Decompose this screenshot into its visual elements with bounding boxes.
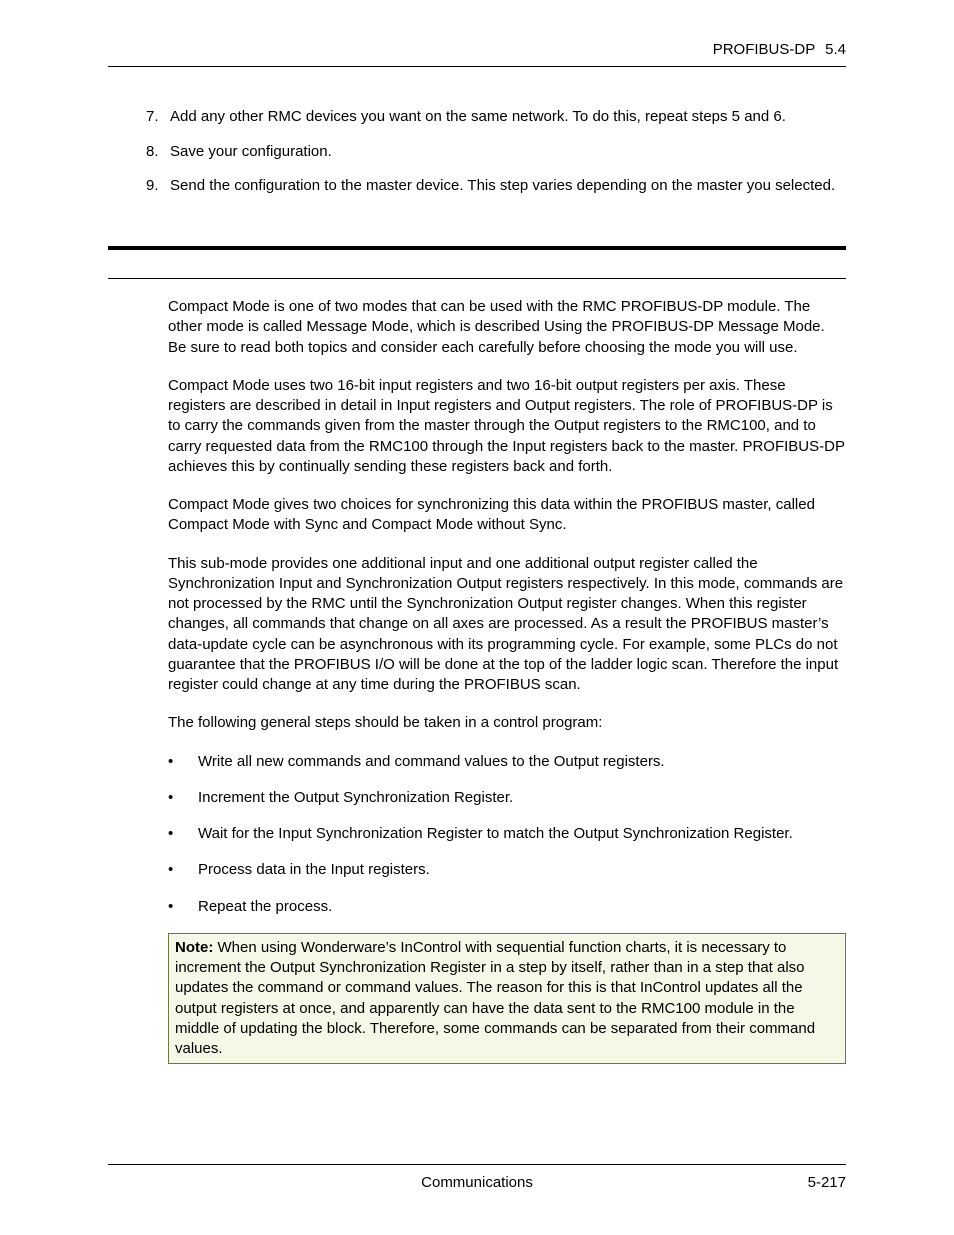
footer-center: Communications: [421, 1174, 533, 1191]
page-header: PROFIBUS-DP 5.4: [108, 40, 846, 67]
bullet-icon: •: [168, 752, 198, 772]
bullet-text: Write all new commands and command value…: [198, 752, 846, 772]
bullet-4: • Process data in the Input registers.: [168, 860, 846, 880]
step-text: Save your configuration.: [170, 142, 846, 162]
intro-block: Compact Mode is one of two modes that ca…: [168, 297, 846, 536]
bullet-icon: •: [168, 897, 198, 917]
bullet-icon: •: [168, 788, 198, 808]
step-number: 7.: [146, 107, 170, 127]
header-section: 5.4: [825, 41, 846, 58]
header-title: PROFIBUS-DP: [713, 41, 815, 58]
bullet-text: Wait for the Input Synchronization Regis…: [198, 824, 846, 844]
step-7: 7. Add any other RMC devices you want on…: [146, 107, 846, 127]
step-text: Send the configuration to the master dev…: [170, 176, 846, 196]
footer-page-number: 5-217: [808, 1173, 846, 1193]
bullet-icon: •: [168, 824, 198, 844]
bullet-1: • Write all new commands and command val…: [168, 752, 846, 772]
sync-para-1: This sub-mode provides one additional in…: [168, 554, 846, 696]
note-text: When using Wonderware’s InControl with s…: [175, 939, 815, 1057]
intro-para-1: Compact Mode is one of two modes that ca…: [168, 297, 846, 358]
step-text: Add any other RMC devices you want on th…: [170, 107, 846, 127]
intro-para-2: Compact Mode uses two 16-bit input regis…: [168, 376, 846, 477]
note-lead: Note:: [175, 939, 213, 956]
bullet-text: Repeat the process.: [198, 897, 846, 917]
section-divider-thin: [108, 278, 846, 279]
bullet-5: • Repeat the process.: [168, 897, 846, 917]
intro-para-3: Compact Mode gives two choices for synch…: [168, 495, 846, 536]
step-9: 9. Send the configuration to the master …: [146, 176, 846, 196]
page-footer: Communications 5-217: [108, 1164, 846, 1193]
step-number: 9.: [146, 176, 170, 196]
section-divider-thick: [108, 246, 846, 250]
step-number: 8.: [146, 142, 170, 162]
bullet-icon: •: [168, 860, 198, 880]
step-8: 8. Save your configuration.: [146, 142, 846, 162]
note-box: Note: When using Wonderware’s InControl …: [168, 933, 846, 1065]
sync-block: This sub-mode provides one additional in…: [168, 554, 846, 734]
bullet-2: • Increment the Output Synchronization R…: [168, 788, 846, 808]
bullet-3: • Wait for the Input Synchronization Reg…: [168, 824, 846, 844]
bullet-text: Process data in the Input registers.: [198, 860, 846, 880]
sync-para-2: The following general steps should be ta…: [168, 713, 846, 733]
bullet-text: Increment the Output Synchronization Reg…: [198, 788, 846, 808]
